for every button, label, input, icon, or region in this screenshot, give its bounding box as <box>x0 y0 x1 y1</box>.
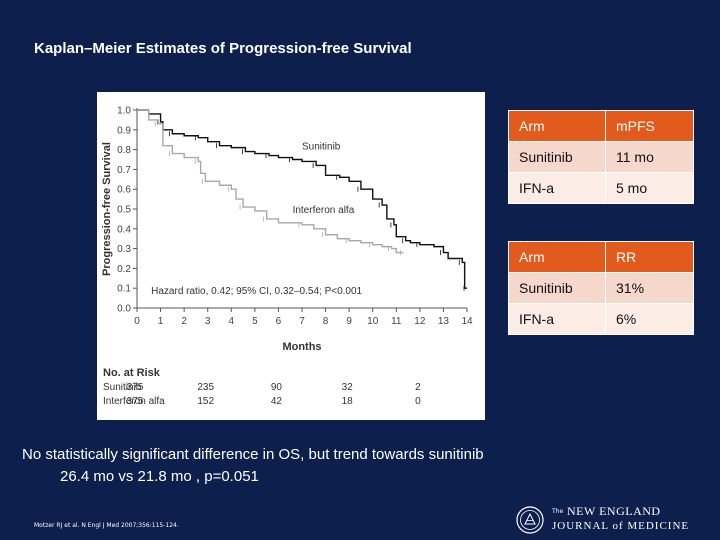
table-cell: Sunitinib <box>508 272 606 304</box>
risk-count: 32 <box>342 382 354 393</box>
x-tick-label: 7 <box>299 316 305 327</box>
table-cell: Sunitinib <box>508 141 606 173</box>
y-tick-label: 0.9 <box>117 125 131 136</box>
risk-count: 375 <box>127 382 144 393</box>
table-header-cell: mPFS <box>605 110 694 142</box>
risk-row-label-interferon: Interferon alfa <box>103 396 165 407</box>
pfs-table: Arm mPFS Sunitinib 11 mo IFN-a 5 mo <box>508 110 694 204</box>
x-tick-label: 11 <box>391 316 402 327</box>
x-tick-label: 0 <box>134 316 140 327</box>
table-cell: 6% <box>605 303 694 335</box>
y-axis-label: Progression-free Survival <box>101 142 113 276</box>
table-cell: 31% <box>605 272 694 304</box>
risk-count: 0 <box>415 396 421 407</box>
x-tick-label: 12 <box>414 316 426 327</box>
risk-table-title: No. at Risk <box>103 367 161 379</box>
y-tick-label: 0.7 <box>117 165 131 176</box>
slide-title: Kaplan–Meier Estimates of Progression-fr… <box>34 40 412 57</box>
y-tick-label: 0.8 <box>117 145 131 156</box>
risk-count: 235 <box>197 382 214 393</box>
risk-count: 90 <box>271 382 283 393</box>
x-tick-label: 5 <box>252 316 258 327</box>
journal-seal-icon <box>516 506 544 534</box>
table-row: Sunitinib 31% <box>508 272 694 304</box>
y-tick-label: 0.1 <box>117 284 131 295</box>
x-tick-label: 6 <box>276 316 282 327</box>
y-tick-label: 0.6 <box>117 185 131 196</box>
table-row: Sunitinib 11 mo <box>508 141 694 173</box>
x-tick-label: 3 <box>205 316 211 327</box>
table-row: IFN-a 5 mo <box>508 172 694 204</box>
table-header-cell: Arm <box>508 110 606 142</box>
y-tick-label: 0.5 <box>117 205 131 216</box>
x-tick-label: 10 <box>367 316 379 327</box>
nejm-logo: The NEW ENGLAND JOURNAL of MEDICINE <box>516 504 706 536</box>
y-tick-label: 1.0 <box>117 106 131 117</box>
sunitinib-series-label: Sunitinib <box>302 142 341 153</box>
table-cell: IFN-a <box>508 303 606 335</box>
os-note: No statistically significant difference … <box>22 444 642 488</box>
y-tick-label: 0.4 <box>117 224 131 235</box>
x-tick-label: 4 <box>229 316 235 327</box>
y-tick-label: 0.0 <box>117 304 131 315</box>
os-note-line2: 26.4 mo vs 21.8 mo , p=0.051 <box>60 468 259 485</box>
table-header-row: Arm mPFS <box>508 110 694 142</box>
km-figure: 0.0 0.1 0.2 0.3 0.4 0.5 0.6 0.7 0.8 0.9 1.0 0 1 2 3 4 5 6… <box>97 92 485 420</box>
table-header-cell: Arm <box>508 241 606 273</box>
x-tick-label: 8 <box>323 316 329 327</box>
x-tick-label: 14 <box>461 316 473 327</box>
journal-title-line1: NEW ENGLAND <box>567 504 661 518</box>
y-tick-label: 0.2 <box>117 264 131 275</box>
x-tick-label: 13 <box>438 316 450 327</box>
sunitinib-curve <box>137 109 467 289</box>
os-note-line1: No statistically significant difference … <box>22 446 484 463</box>
risk-count: 375 <box>127 396 144 407</box>
table-cell: 11 mo <box>605 141 694 173</box>
risk-count: 2 <box>415 382 421 393</box>
x-tick-label: 1 <box>158 316 164 327</box>
interferon-series-label: Interferon alfa <box>293 205 355 216</box>
table-header-row: Arm RR <box>508 241 694 273</box>
risk-count: 42 <box>271 396 283 407</box>
interferon-curve <box>137 109 404 254</box>
journal-the: The <box>552 508 564 515</box>
x-axis-label: Months <box>282 341 321 353</box>
table-cell: IFN-a <box>508 172 606 204</box>
table-row: IFN-a 6% <box>508 303 694 335</box>
journal-title-line2: JOURNAL of MEDICINE <box>552 520 690 532</box>
x-tick-label: 9 <box>346 316 352 327</box>
x-tick-label: 2 <box>181 316 187 327</box>
hazard-ratio-annotation: Hazard ratio, 0.42; 95% CI, 0.32–0.54; P… <box>151 286 362 297</box>
y-tick-label: 0.3 <box>117 244 131 255</box>
risk-row-label-sunitinib: Sunitinib <box>103 382 142 393</box>
table-header-cell: RR <box>605 241 694 273</box>
risk-count: 18 <box>342 396 354 407</box>
table-cell: 5 mo <box>605 172 694 204</box>
citation: Motzer RJ et al. N Engl J Med 2007;356:1… <box>34 522 179 529</box>
rr-table: Arm RR Sunitinib 31% IFN-a 6% <box>508 241 694 335</box>
km-chart: 0.00.10.20.30.40.50.60.70.80.91.00 1 2 3 4 5 6… <box>101 106 473 408</box>
risk-count: 152 <box>197 396 214 407</box>
